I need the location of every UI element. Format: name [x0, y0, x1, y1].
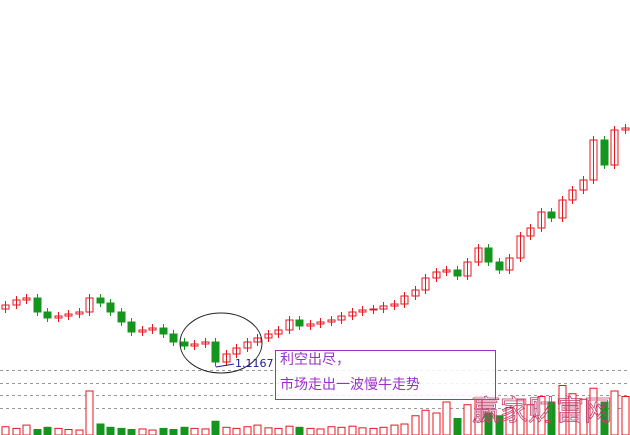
highlight-ellipse — [179, 312, 263, 374]
volume-bar — [579, 398, 588, 435]
volume-bar — [211, 420, 220, 435]
volume-bar — [159, 427, 168, 435]
volume-bar — [558, 385, 567, 435]
volume-bar — [190, 427, 199, 435]
volume-bar — [526, 404, 535, 435]
volume-bar — [306, 427, 315, 435]
volume-bar — [337, 426, 346, 435]
volume-bar — [316, 428, 325, 435]
volume-bar — [180, 426, 189, 435]
volume-bar — [22, 424, 31, 435]
watermark: 赢家财富网 — [472, 394, 612, 427]
volume-bar — [264, 427, 273, 435]
volume-bar — [484, 412, 493, 435]
volume-bar — [600, 401, 609, 435]
volume-bar — [201, 428, 210, 435]
volume-bar — [463, 404, 472, 435]
volume-bar — [421, 409, 430, 435]
volume-bar — [400, 423, 409, 435]
volume-bar — [12, 427, 21, 435]
volume-bar — [148, 429, 157, 435]
volume-bar — [589, 387, 598, 435]
volume-bar — [516, 398, 525, 435]
volume-bar — [327, 426, 336, 435]
volume-bar — [295, 426, 304, 435]
volume-bar — [537, 396, 546, 435]
annotation-line: 利空出尽， — [280, 352, 350, 368]
volume-bar — [285, 425, 294, 435]
volume-bar — [85, 390, 94, 435]
low-pointer — [215, 363, 235, 368]
volume-bar — [274, 427, 283, 435]
volume-bar — [169, 429, 178, 435]
volume-bar — [568, 393, 577, 435]
volume-bar — [33, 429, 42, 435]
volume-bar — [96, 423, 105, 435]
volume-bar — [64, 429, 73, 435]
volume-bar — [411, 415, 420, 435]
volume-bar — [547, 401, 556, 435]
volume-bar — [621, 396, 630, 435]
annotation-line: 市场走出一波慢牛走势 — [280, 376, 420, 393]
volume-bar — [106, 426, 115, 435]
annotation-box — [275, 350, 496, 400]
volume-bar — [610, 390, 619, 435]
volume-bar — [222, 426, 231, 435]
volume-bar — [505, 407, 514, 435]
volume-bar — [127, 429, 136, 435]
volume-bar — [253, 424, 262, 435]
volume-bar — [75, 429, 84, 435]
volume-bar — [358, 427, 367, 435]
volume-bar — [348, 425, 357, 435]
volume-bar — [43, 426, 52, 435]
volume-bar — [243, 426, 252, 435]
volume-bar — [379, 426, 388, 435]
low-label: 1.1167 — [235, 357, 274, 370]
volume-bar — [390, 424, 399, 435]
volume-bar — [117, 427, 126, 435]
volume-bar — [369, 427, 378, 435]
volume-bar — [432, 412, 441, 435]
volume-bar — [453, 418, 462, 435]
volume-bar — [1, 426, 10, 435]
volume-bar — [232, 427, 241, 435]
volume-bar — [54, 427, 63, 435]
volume-bar — [138, 428, 147, 435]
volume-bar — [495, 415, 504, 435]
volume-bar — [442, 401, 451, 435]
